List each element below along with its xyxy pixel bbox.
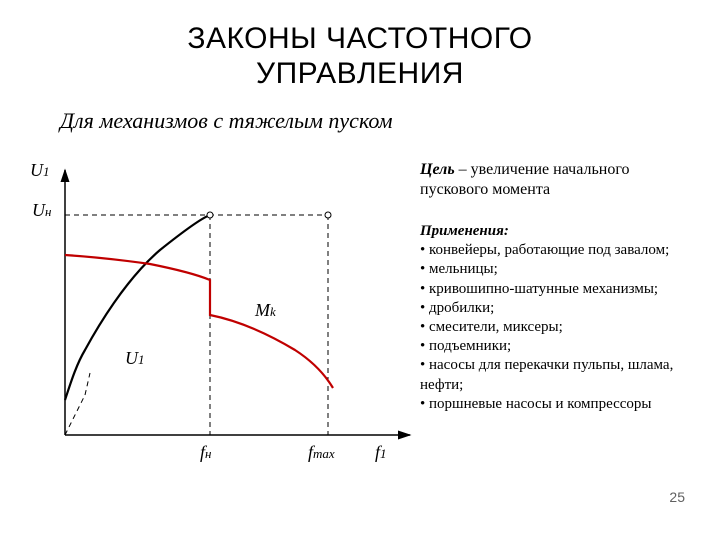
title-line-2: УПРАВЛЕНИЯ bbox=[256, 57, 464, 90]
page-number: 25 bbox=[669, 489, 685, 505]
label-u1-axis: U1 bbox=[30, 160, 50, 181]
label-fn: fн bbox=[200, 442, 211, 463]
slide: ЗАКОНЫ ЧАСТОТНОГО УПРАВЛЕНИЯ Для механиз… bbox=[0, 0, 720, 540]
u1-sub: 1 bbox=[43, 164, 50, 179]
u1-main: U bbox=[30, 160, 43, 180]
app-item: • дробилки; bbox=[420, 299, 710, 318]
fn-sub: н bbox=[205, 446, 211, 461]
app-item: • мельницы; bbox=[420, 260, 710, 279]
u1c-main: U bbox=[125, 348, 138, 368]
app-item: • конвейеры, работающие под завалом; bbox=[420, 241, 710, 260]
label-un: Uн bbox=[32, 200, 51, 221]
fmax-sub: max bbox=[313, 446, 335, 461]
chart-svg bbox=[30, 160, 430, 470]
chart-area: U1 Uн U1 Mk fн fmax f1 bbox=[30, 160, 430, 470]
mk-main: M bbox=[255, 300, 270, 320]
goal-text-block: Цель – увеличение начального пускового м… bbox=[420, 160, 700, 200]
label-fmax: fmax bbox=[308, 442, 335, 463]
applications-label: Применения: bbox=[420, 222, 710, 241]
un-main: U bbox=[32, 200, 45, 220]
app-item: • насосы для перекачки пульпы, шлама, не… bbox=[420, 356, 710, 394]
label-f1: f1 bbox=[375, 442, 387, 463]
u1c-sub: 1 bbox=[138, 352, 145, 367]
app-item: • подъемники; bbox=[420, 337, 710, 356]
label-mk: Mk bbox=[255, 300, 276, 321]
slide-subtitle: Для механизмов с тяжелым пуском bbox=[60, 108, 393, 134]
f1-sub: 1 bbox=[380, 446, 387, 461]
label-u1-on-curve: U1 bbox=[125, 348, 145, 369]
slide-title: ЗАКОНЫ ЧАСТОТНОГО УПРАВЛЕНИЯ bbox=[0, 22, 720, 91]
app-item: • кривошипно-шатунные механизмы; bbox=[420, 280, 710, 299]
mk-sub: k bbox=[270, 304, 276, 319]
goal-label: Цель bbox=[420, 161, 455, 178]
app-item: • поршневые насосы и компрессоры bbox=[420, 395, 710, 414]
app-item: • смесители, миксеры; bbox=[420, 318, 710, 337]
title-line-1: ЗАКОНЫ ЧАСТОТНОГО bbox=[187, 22, 532, 55]
un-sub: н bbox=[45, 204, 51, 219]
applications-block: Применения: • конвейеры, работающие под … bbox=[420, 222, 710, 414]
